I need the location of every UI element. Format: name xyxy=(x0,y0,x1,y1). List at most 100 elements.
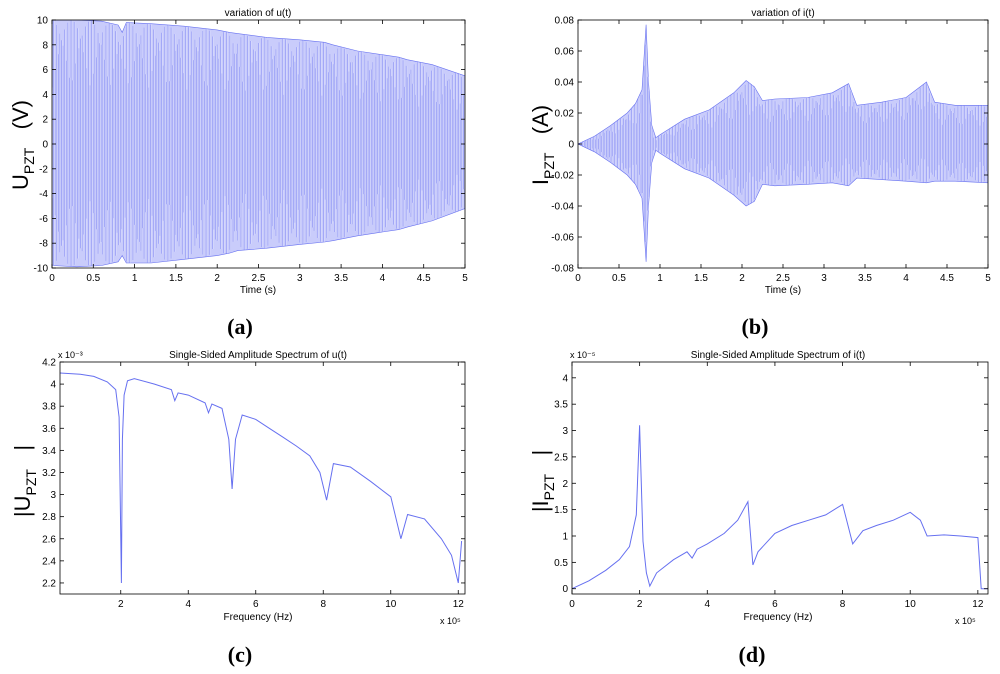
spectrum-line xyxy=(60,372,463,584)
x-axis-label: Time (s) xyxy=(765,285,801,296)
x-tick-label: 0 xyxy=(575,273,581,284)
y-tick-label: 0 xyxy=(42,140,48,151)
x-tick-label: 8 xyxy=(840,599,846,610)
x-tick-label: 4.5 xyxy=(940,273,954,284)
x-tick-label: 3 xyxy=(821,273,827,284)
y-axis-label-unit: (A) xyxy=(528,105,553,134)
y-axis-label-main: |I xyxy=(528,500,553,512)
panel-label: (c) xyxy=(228,642,252,667)
chart-title: variation of i(t) xyxy=(751,8,814,19)
y-tick-label: -2 xyxy=(39,164,48,175)
y-axis-multiplier: x 10⁻⁵ xyxy=(570,350,596,360)
y-axis-label-sub: PZT xyxy=(23,469,39,496)
x-tick-label: 3 xyxy=(297,273,303,284)
y-tick-label: 2.8 xyxy=(42,512,56,523)
plot-area xyxy=(60,372,463,584)
y-tick-label: -0.06 xyxy=(551,233,574,244)
x-tick-label: 12 xyxy=(972,599,984,610)
signal-oscillation xyxy=(579,44,988,242)
y-tick-label: 0 xyxy=(568,140,574,151)
x-tick-label: 3.5 xyxy=(334,273,348,284)
x-axis-label: Frequency (Hz) xyxy=(744,612,813,623)
y-tick-label: -6 xyxy=(39,214,48,225)
y-axis-label-main: I xyxy=(528,179,553,185)
y-axis-label-main: |U xyxy=(10,495,35,517)
plot-area xyxy=(578,24,988,262)
x-tick-label: 8 xyxy=(320,599,326,610)
panel-label: (a) xyxy=(227,314,253,339)
y-tick-label: 4 xyxy=(42,90,48,101)
x-tick-label: 6 xyxy=(772,599,778,610)
x-axis-label: Time (s) xyxy=(240,285,276,296)
x-tick-label: 2.5 xyxy=(252,273,266,284)
y-tick-label: 0.08 xyxy=(555,16,575,27)
y-tick-label: 2.5 xyxy=(554,452,568,463)
y-tick-label: -0.08 xyxy=(551,264,574,275)
panel-b: variation of i(t) Time (s) IPZT (A) (b) … xyxy=(528,8,991,339)
x-axis-label: Frequency (Hz) xyxy=(224,612,293,623)
panel-d: Single-Sided Amplitude Spectrum of i(t) … xyxy=(528,350,989,667)
x-tick-label: 6 xyxy=(253,599,259,610)
plot-area xyxy=(572,425,988,590)
y-tick-label: 0.04 xyxy=(555,78,575,89)
panel-label: (d) xyxy=(739,642,766,667)
y-tick-label: 3 xyxy=(562,426,568,437)
y-tick-label: 3.4 xyxy=(42,446,56,457)
x-tick-label: 4 xyxy=(903,273,909,284)
y-tick-label: -0.02 xyxy=(551,171,574,182)
y-tick-label: -0.04 xyxy=(551,202,574,213)
x-tick-label: 4.5 xyxy=(417,273,431,284)
y-tick-label: 0.06 xyxy=(555,47,575,58)
x-tick-label: 1.5 xyxy=(169,273,183,284)
y-tick-label: 3.2 xyxy=(42,468,56,479)
y-tick-label: 0.02 xyxy=(555,109,575,120)
x-tick-label: 10 xyxy=(905,599,917,610)
x-tick-label: 0.5 xyxy=(86,273,100,284)
chart-title: Single-Sided Amplitude Spectrum of i(t) xyxy=(691,350,866,361)
panel-label: (b) xyxy=(742,314,769,339)
y-tick-label: 10 xyxy=(37,16,49,27)
x-tick-label: 0 xyxy=(569,599,575,610)
x-tick-label: 5 xyxy=(985,273,991,284)
signal-oscillation-highlight xyxy=(580,44,988,242)
y-axis-label-main: U xyxy=(8,174,33,190)
y-axis-label-sub: PZT xyxy=(541,152,557,179)
axes-box xyxy=(59,361,466,595)
y-tick-label: -4 xyxy=(39,189,48,200)
y-tick-label: 2 xyxy=(42,115,48,126)
y-tick-label: 1.5 xyxy=(554,505,568,516)
x-axis-multiplier: x 10⁵ xyxy=(955,616,976,626)
y-tick-label: 2.2 xyxy=(42,578,56,589)
y-tick-label: 3.6 xyxy=(42,424,56,435)
x-tick-label: 0.5 xyxy=(612,273,626,284)
panel-a: variation of u(t) Time (s) UPZT (V) (a) … xyxy=(8,8,468,339)
chart-title: variation of u(t) xyxy=(225,8,292,19)
y-axis-label-unit: (V) xyxy=(8,100,33,129)
y-tick-label: 2.6 xyxy=(42,534,56,545)
y-tick-label: 2.4 xyxy=(42,556,56,567)
panel-c: Single-Sided Amplitude Spectrum of u(t) … xyxy=(10,350,466,667)
y-axis-label: UPZT (V) xyxy=(8,100,37,190)
x-tick-label: 5 xyxy=(462,273,468,284)
chart-title: Single-Sided Amplitude Spectrum of u(t) xyxy=(169,350,347,361)
x-tick-label: 1 xyxy=(657,273,663,284)
y-tick-label: 8 xyxy=(42,40,48,51)
y-tick-label: -8 xyxy=(39,239,48,250)
y-axis-label: IPZT (A) xyxy=(528,105,557,185)
y-tick-label: 0 xyxy=(562,584,568,595)
signal-oscillation-highlight xyxy=(52,20,465,267)
y-tick-label: 3.8 xyxy=(42,402,56,413)
y-axis-label: |IPZT | xyxy=(528,450,557,512)
x-tick-label: 2 xyxy=(214,273,220,284)
x-tick-label: 2 xyxy=(118,599,124,610)
y-tick-label: 4 xyxy=(562,373,568,384)
x-tick-label: 3.5 xyxy=(858,273,872,284)
y-tick-label: 2 xyxy=(562,479,568,490)
y-axis-label-sub: PZT xyxy=(21,147,37,174)
x-tick-label: 4 xyxy=(185,599,191,610)
x-tick-label: 12 xyxy=(453,599,465,610)
x-tick-label: 1.5 xyxy=(694,273,708,284)
y-tick-label: 0.5 xyxy=(554,558,568,569)
x-axis-multiplier: x 10⁵ xyxy=(440,616,461,626)
